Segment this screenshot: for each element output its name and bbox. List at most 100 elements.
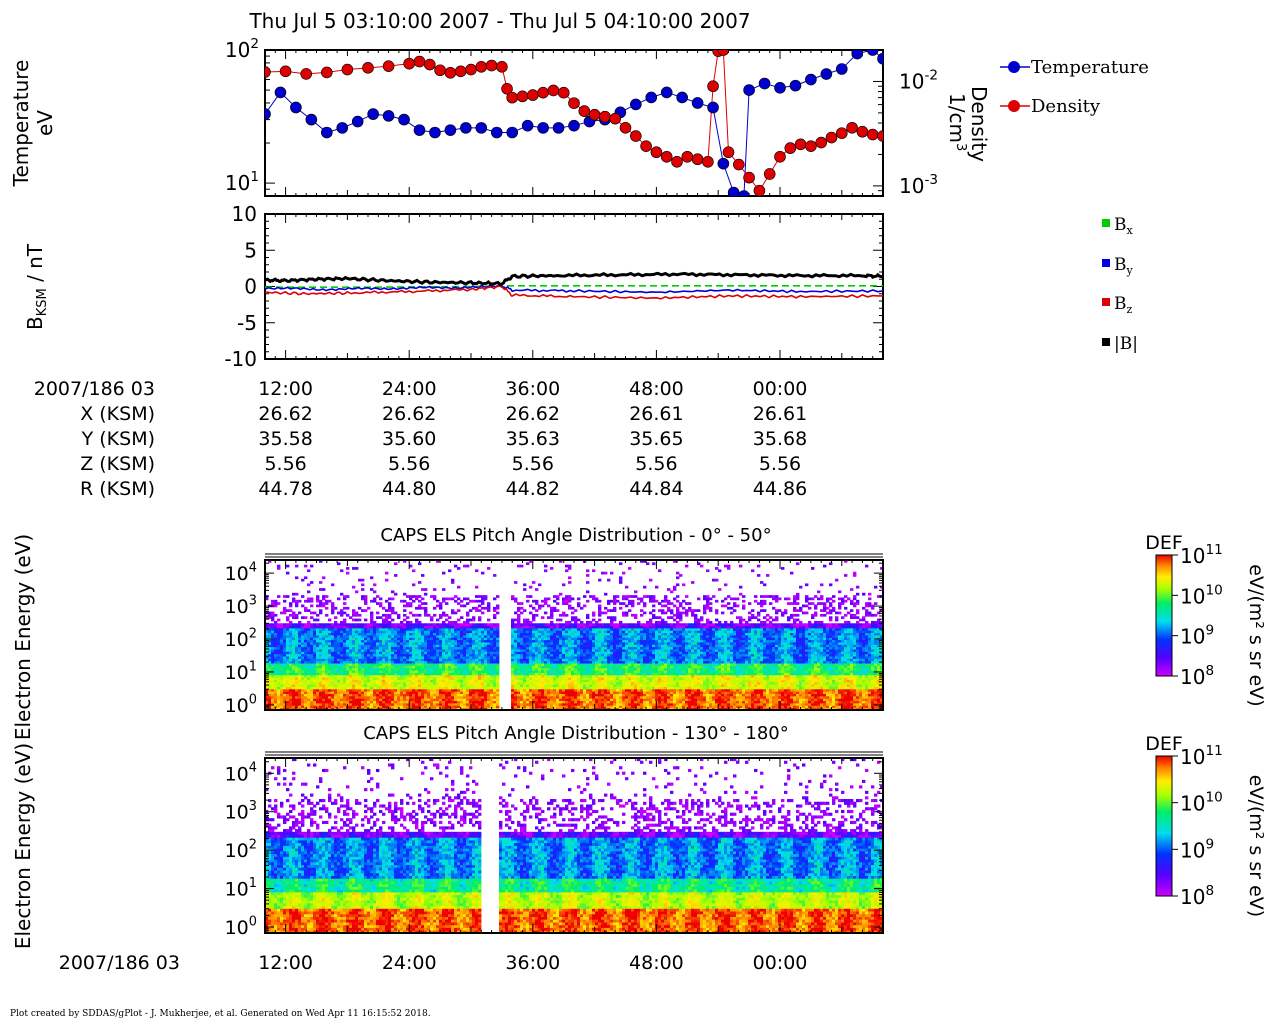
spectrogram-cell <box>352 670 356 673</box>
spectrogram-cell <box>361 705 365 709</box>
spectrogram-cell <box>334 658 338 662</box>
spectrogram-cell <box>562 597 566 601</box>
spectrogram-cell <box>484 646 488 650</box>
spectrogram-cell <box>385 677 389 680</box>
spectrogram-cell <box>364 642 368 645</box>
spectrogram-cell <box>406 660 410 664</box>
spectrogram-cell <box>421 653 425 657</box>
spectrogram-cell <box>271 642 275 645</box>
spectrogram-cell <box>436 705 440 709</box>
spectrogram-cell <box>412 625 416 629</box>
spectrogram-cell <box>274 698 278 702</box>
spectrogram-cell <box>577 665 581 669</box>
spectrogram-cell <box>445 632 449 636</box>
spectrogram-cell <box>514 688 518 692</box>
spectrogram-cell <box>340 630 344 634</box>
spectrogram-cell <box>550 698 554 702</box>
spectrogram-cell <box>574 705 578 709</box>
spectrogram-cell <box>580 637 584 641</box>
spectrogram-cell <box>400 698 404 702</box>
spectrogram-cell <box>364 595 368 598</box>
spectrogram-cell <box>364 691 368 694</box>
spectrogram-cell <box>553 679 557 683</box>
spectrogram-cell <box>589 644 593 648</box>
spectrogram-cell <box>271 644 275 648</box>
spectrogram-cell <box>559 698 563 702</box>
spectrogram-cell <box>559 618 563 622</box>
spectrogram-cell <box>439 672 443 676</box>
spectrogram-cell <box>424 684 428 687</box>
spectrogram-cell <box>574 649 578 652</box>
spectrogram-cell <box>397 705 401 709</box>
spectrogram-cell <box>280 625 284 629</box>
spectrogram-cell <box>397 642 401 645</box>
spectrogram-cell <box>445 688 449 692</box>
spectrogram-cell <box>526 595 530 598</box>
spectrogram-cell <box>538 632 542 636</box>
spectrogram-cell <box>319 658 323 662</box>
spectrogram-cell <box>328 642 332 645</box>
spectrogram-cell <box>346 674 350 678</box>
spectrogram-cell <box>586 635 590 638</box>
spectrogram-cell <box>460 684 464 687</box>
spectrogram-cell <box>334 616 338 619</box>
spectrogram-cell <box>334 677 338 680</box>
spectrogram-cell <box>400 635 404 638</box>
spectrogram-cell <box>448 684 452 687</box>
spectrogram-cell <box>403 691 407 694</box>
spectrogram-cell <box>295 665 299 669</box>
spectrogram-cell <box>511 627 515 631</box>
spectrogram-cell <box>370 670 374 673</box>
spectrogram-cell <box>526 663 530 666</box>
spectrogram-cell <box>310 644 314 648</box>
density-label-line2: 1/cm3 <box>945 93 969 151</box>
spectrogram-cell <box>382 688 386 692</box>
spectrogram-cell <box>574 618 578 622</box>
spectrogram-cell <box>427 688 431 692</box>
spectrogram-cell <box>484 677 488 680</box>
spectrogram-cell <box>367 623 371 627</box>
spectrogram-cell <box>322 630 326 634</box>
data-point <box>320 126 333 139</box>
spectrogram-cell <box>298 639 302 643</box>
spectrogram-cell <box>376 693 380 697</box>
spectrogram-cell <box>421 679 425 683</box>
spectrogram-cell <box>529 660 533 664</box>
spectrogram-cell <box>403 663 407 666</box>
spectrogram-cell <box>553 649 557 652</box>
spectrogram-cell <box>379 672 383 676</box>
spectrogram-cell <box>481 695 485 699</box>
spectrogram-cell <box>379 639 383 643</box>
spectrogram-cell <box>463 649 467 652</box>
spectrogram-cell <box>547 660 551 664</box>
spectrogram-cell <box>307 590 311 594</box>
spectrogram-cell <box>295 649 299 652</box>
spectrogram-cell <box>322 674 326 678</box>
spectrogram-cell <box>403 665 407 669</box>
spectrogram-cell <box>295 639 299 643</box>
spectrogram-cell <box>577 660 581 664</box>
spectrogram-cell <box>382 702 386 706</box>
spectrogram-cell <box>439 658 443 662</box>
spectrogram-cell <box>529 604 533 608</box>
spectrogram-cell <box>424 667 428 671</box>
spectrogram-cell <box>457 672 461 676</box>
spectrogram-cell <box>349 693 353 697</box>
spectrogram-cell <box>277 595 281 598</box>
spectrogram-cell <box>583 630 587 634</box>
spectrogram-cell <box>322 686 326 690</box>
spectrogram-cell <box>586 653 590 657</box>
spectrogram-cell <box>352 611 356 615</box>
spectrogram-cell <box>382 700 386 704</box>
spectrogram-cell <box>325 630 329 634</box>
spectrogram-cell <box>433 677 437 680</box>
spectrogram-cell <box>421 674 425 678</box>
spectrogram-cell <box>484 595 488 598</box>
spectrogram-cell <box>562 656 566 659</box>
spectrogram-cell <box>553 646 557 650</box>
spectrogram-cell <box>319 623 323 627</box>
spectrogram-cell <box>562 635 566 638</box>
spectrogram-cell <box>589 625 593 629</box>
spectrogram-cell <box>355 665 359 669</box>
spectrogram-cell <box>295 686 299 690</box>
